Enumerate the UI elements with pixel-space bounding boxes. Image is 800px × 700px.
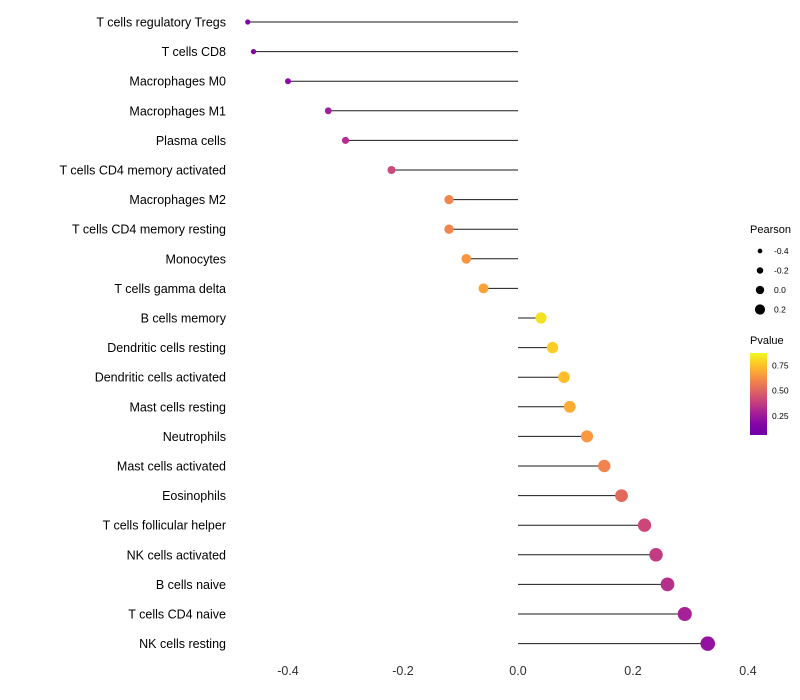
y-axis-label: Eosinophils: [162, 489, 226, 503]
y-axis-label: Dendritic cells resting: [107, 341, 226, 355]
lollipop-dot: [444, 224, 454, 234]
size-legend-dot: [756, 267, 764, 274]
size-legend-label: -0.4: [774, 246, 789, 256]
pvalue-colorbar: [750, 353, 767, 435]
y-axis-label: Mast cells activated: [117, 460, 226, 474]
size-legend-label: 0.2: [774, 305, 786, 315]
y-axis-label: NK cells resting: [139, 637, 226, 651]
lollipop-dot: [677, 606, 692, 622]
lollipop-dot: [563, 400, 576, 413]
lollipop-dot: [598, 459, 611, 473]
x-axis-tick-label: -0.2: [392, 664, 414, 678]
lollipop-dot: [285, 78, 291, 85]
y-axis-label: B cells memory: [141, 312, 227, 326]
size-legend-dot: [757, 248, 763, 254]
colorbar-tick-label: 0.25: [772, 411, 789, 421]
colorbar-tick-label: 0.75: [772, 360, 789, 370]
y-axis-label: T cells follicular helper: [103, 519, 226, 533]
y-axis-label: T cells CD4 memory activated: [60, 164, 227, 178]
x-axis-tick-label: 0.2: [624, 664, 641, 678]
lollipop-dot: [478, 283, 489, 294]
lollipop-dot: [387, 165, 396, 175]
y-axis-label: T cells regulatory Tregs: [96, 16, 226, 30]
lollipop-dot: [580, 430, 594, 443]
lollipop-dot: [341, 136, 350, 144]
lollipop-dot: [250, 48, 257, 55]
lollipop-dot: [660, 577, 675, 592]
legend: -0.4 -0.2 0.0 0.2 0.75 0.50 0.25: [750, 246, 789, 435]
colorbar-tick-label: 0.50: [772, 386, 789, 396]
lollipop-dot: [546, 341, 559, 354]
y-axis-label: T cells CD8: [162, 45, 226, 59]
lollipop-dot: [461, 253, 472, 264]
lollipop-dot: [615, 489, 628, 502]
x-axis-tick-label: -0.4: [277, 664, 299, 678]
plot-area: T cells regulatory Tregs T cells CD8 Macro…: [60, 16, 757, 679]
y-axis-label: Neutrophils: [163, 430, 226, 444]
y-axis-label: Dendritic cells activated: [95, 371, 226, 385]
x-axis-tick-label: 0.0: [509, 664, 526, 678]
y-axis-label: T cells CD4 naive: [128, 608, 226, 622]
y-axis-label: B cells naive: [156, 578, 226, 592]
lollipop-dot: [324, 107, 332, 115]
size-legend-label: 0.0: [774, 285, 786, 295]
y-axis-label: T cells gamma delta: [114, 282, 226, 296]
lollipop-dot: [535, 312, 547, 324]
size-legend-label: -0.2: [774, 266, 789, 276]
y-axis-label: NK cells activated: [127, 548, 226, 562]
lollipop-dot: [558, 371, 570, 384]
size-legend-title: Pearson: [750, 224, 791, 236]
x-axis-tick-label: 0.4: [739, 664, 756, 678]
color-legend-title: Pvalue: [750, 335, 784, 347]
lollipop-dot: [444, 194, 454, 205]
y-axis-label: Macrophages M2: [129, 193, 226, 207]
lollipop-dot: [245, 19, 251, 25]
y-axis-label: Monocytes: [166, 252, 226, 266]
lollipop-dot: [649, 548, 663, 562]
size-legend-dot: [755, 285, 765, 295]
y-axis-label: Mast cells resting: [129, 400, 226, 414]
y-axis-label: Macrophages M1: [129, 104, 226, 118]
y-axis-label: T cells CD4 memory resting: [72, 223, 226, 237]
lollipop-dot: [700, 636, 716, 651]
size-legend-dot: [754, 304, 766, 315]
y-axis-label: Plasma cells: [156, 134, 226, 148]
y-axis-label: Macrophages M0: [129, 75, 226, 89]
lollipop-dot: [637, 518, 652, 532]
